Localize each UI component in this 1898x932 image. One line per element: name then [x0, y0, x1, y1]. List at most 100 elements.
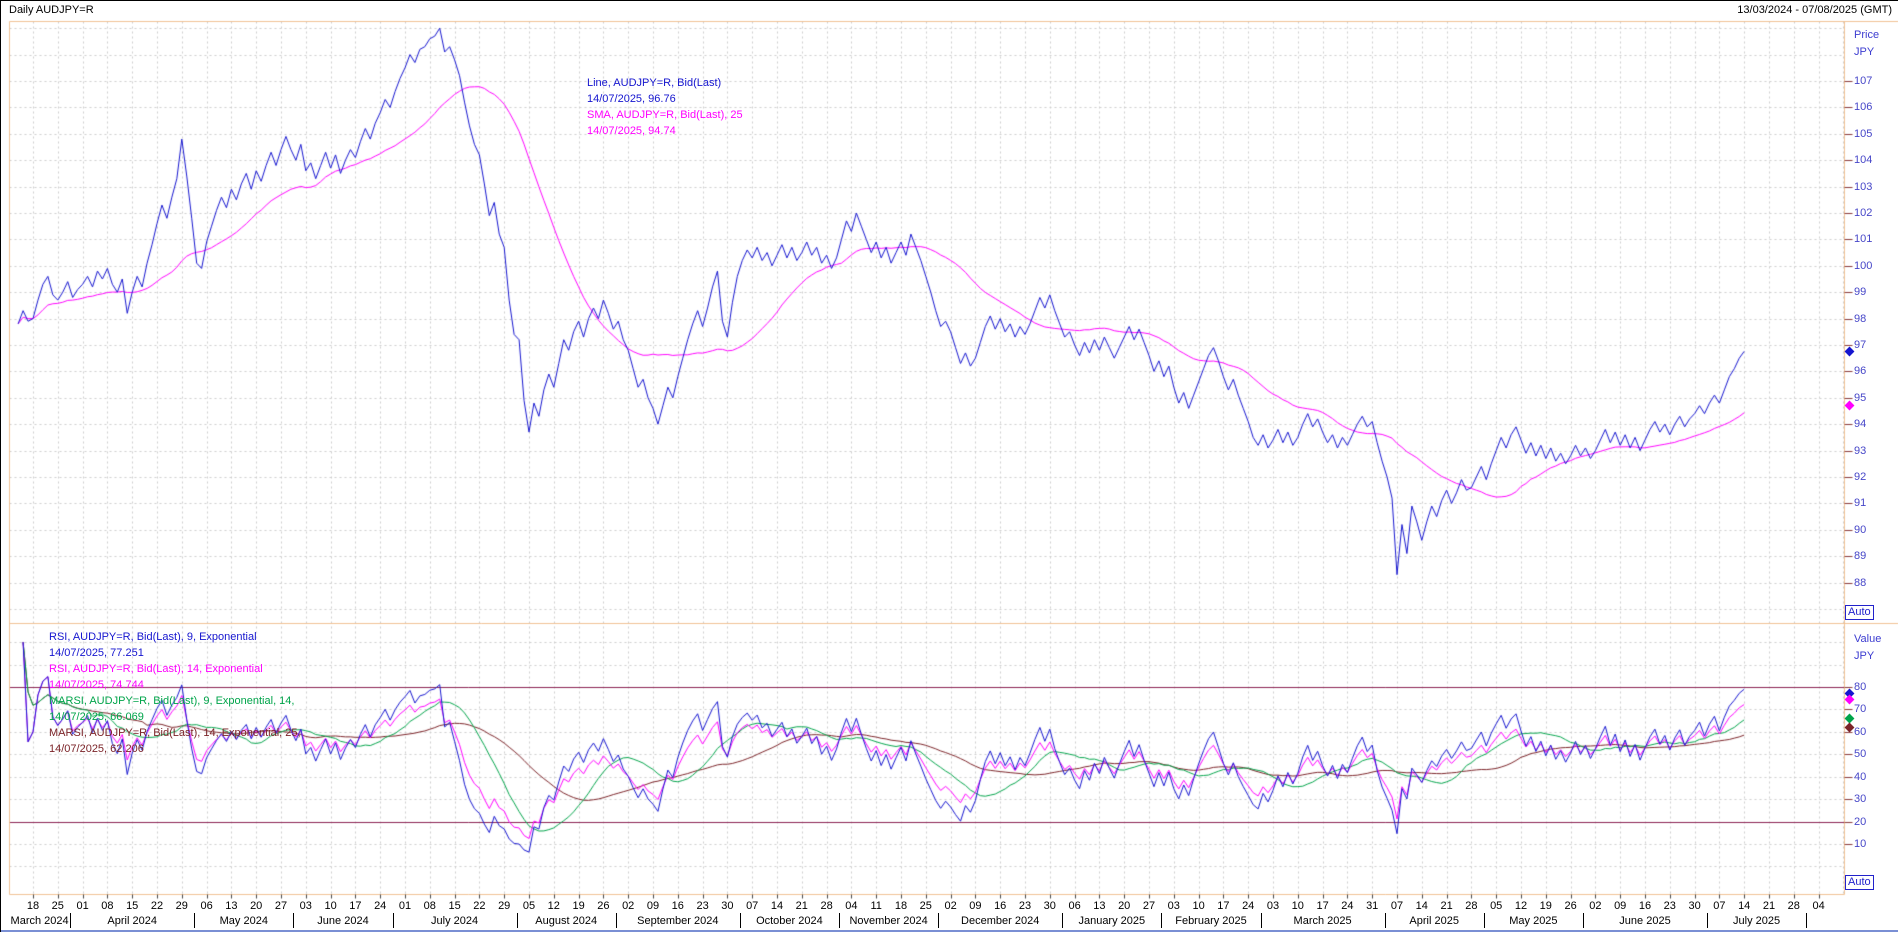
x-axis-month-separator [194, 913, 195, 928]
x-axis-day-label: 28 [1787, 900, 1800, 912]
x-axis-month-label: March 2025 [1293, 915, 1352, 927]
x-axis-month-separator [1583, 913, 1584, 928]
x-axis-day-label: 08 [101, 900, 114, 912]
rsi-legend-line: MARSI, AUDJPY=R, Bid(Last), 14, Exponent… [49, 727, 301, 739]
rsi-legend-line: 14/07/2025, 62.206 [49, 743, 144, 755]
x-axis-day-label: 21 [1762, 900, 1776, 912]
x-axis-day-label: 24 [1341, 900, 1354, 912]
x-axis-day-label: 06 [1068, 900, 1081, 912]
x-axis-day-label: 29 [175, 900, 188, 912]
value-axis-tick-label: 80 [1854, 681, 1867, 693]
x-axis-month-label: June 2024 [317, 915, 369, 927]
x-axis-month-label: February 2025 [1175, 915, 1247, 927]
x-axis-day-label: 13 [1093, 900, 1106, 912]
rsi-legend-line: MARSI, AUDJPY=R, Bid(Last), 9, Exponenti… [49, 695, 295, 707]
x-axis-day-label: 11 [870, 900, 882, 912]
x-axis-day-label: 05 [522, 900, 536, 912]
x-axis-day-label: 04 [1812, 900, 1825, 912]
price-legend-line: 14/07/2025, 94.74 [587, 125, 676, 137]
x-axis-month-label: April 2025 [1409, 915, 1459, 927]
x-axis-month-label: July 2024 [431, 915, 479, 927]
price-legend-line: 14/07/2025, 96.76 [587, 93, 676, 105]
x-axis-day-label: 30 [1688, 900, 1701, 912]
x-axis-day-label: 07 [1390, 900, 1404, 912]
x-axis-day-label: 19 [1539, 900, 1552, 912]
price-axis-tick-label: 103 [1854, 180, 1873, 193]
price-axis-tick-label: 92 [1854, 471, 1867, 483]
price-axis-tick-label: 93 [1854, 444, 1867, 457]
x-axis-month-separator [70, 913, 71, 928]
x-axis-day-label: 05 [1490, 900, 1503, 912]
price-axis-tick-label: 88 [1854, 576, 1867, 589]
x-axis-day-label: 23 [1018, 900, 1032, 912]
x-axis-day-label: 07 [746, 900, 759, 912]
x-axis-day-label: 27 [1142, 900, 1156, 912]
x-axis-month-label: August 2024 [535, 915, 598, 927]
x-axis-day-label: 25 [919, 900, 932, 912]
x-axis-month-label: March 2024 [10, 915, 69, 927]
price-axis-tick-label: 101 [1854, 233, 1873, 246]
x-axis-day-label: 02 [622, 900, 635, 912]
price-axis-header-line1: Price [1854, 29, 1880, 41]
x-axis-day-label: 10 [1291, 900, 1304, 912]
x-axis-month-separator [393, 913, 394, 928]
value-axis-tick-label: 50 [1854, 748, 1867, 761]
price-axis-auto-button[interactable]: Auto [1845, 605, 1874, 620]
value-axis-auto-button[interactable]: Auto [1845, 875, 1874, 890]
price-axis-tick-label: 100 [1854, 259, 1873, 272]
x-axis-day-label: 12 [1514, 900, 1528, 912]
x-axis-day-label: 10 [324, 900, 337, 912]
rsi-legend-line: RSI, AUDJPY=R, Bid(Last), 14, Exponentia… [49, 663, 263, 675]
x-axis-month-separator [938, 913, 939, 928]
x-axis-day-label: 24 [1242, 900, 1255, 912]
x-axis-day-label: 22 [473, 900, 486, 912]
price-axis-tick-label: 99 [1854, 286, 1867, 299]
x-axis-day-label: 27 [274, 900, 288, 912]
x-axis-day-label: 03 [299, 900, 312, 912]
x-axis-month-label: September 2024 [637, 915, 719, 927]
x-axis-day-label: 14 [1738, 900, 1751, 912]
rsi-legend-line: 14/07/2025, 66.069 [49, 711, 144, 723]
x-axis-day-label: 17 [1217, 900, 1230, 912]
x-axis-day-label: 09 [969, 900, 982, 912]
x-axis-day-label: 30 [1043, 900, 1056, 912]
x-axis-day-label: 26 [1564, 900, 1577, 912]
x-axis-day-label: 15 [126, 900, 139, 912]
x-axis-month-separator [1385, 913, 1386, 928]
x-axis-day-label: 09 [1614, 900, 1627, 912]
price-axis-tick-label: 98 [1854, 312, 1867, 325]
price-axis-tick-label: 105 [1854, 127, 1873, 140]
x-axis-day-label: 07 [1713, 900, 1726, 912]
x-axis-day-label: 25 [51, 900, 64, 912]
x-axis-day-label: 24 [374, 900, 387, 912]
x-axis-day-label: 02 [1589, 900, 1602, 912]
price-axis-tick-label: 95 [1854, 391, 1867, 404]
value-axis-header-line2: JPY [1854, 650, 1875, 662]
x-axis-month-label: May 2024 [219, 915, 268, 927]
x-axis-day-label: 09 [646, 900, 660, 912]
x-axis-day-label: 16 [994, 900, 1007, 912]
x-axis-day-label: 30 [721, 900, 734, 912]
x-axis-day-label: 01 [76, 900, 89, 912]
value-axis-tick-label: 40 [1854, 770, 1867, 783]
x-axis-day-label: 18 [894, 900, 908, 912]
price-axis-tick-label: 104 [1854, 154, 1873, 167]
x-axis-day-label: 26 [597, 900, 610, 912]
x-axis-day-label: 12 [547, 900, 560, 912]
x-axis-month-label: July 2025 [1733, 915, 1781, 927]
value-axis-header: Value JPY [1854, 631, 1881, 665]
x-axis-month-separator [293, 913, 294, 928]
price-axis-tick-label: 90 [1854, 523, 1867, 536]
price-legend-line: SMA, AUDJPY=R, Bid(Last), 25 [587, 109, 743, 121]
x-axis-month-label: October 2024 [756, 915, 823, 927]
price-axis-tick-label: 96 [1854, 365, 1867, 378]
x-axis-day-label: 03 [1167, 900, 1180, 912]
x-axis-day-label: 14 [770, 900, 784, 912]
x-axis-month-label: May 2025 [1509, 915, 1558, 927]
x-axis-day-label: 18 [26, 900, 40, 912]
x-axis-day-label: 20 [250, 900, 263, 912]
x-axis-month-separator [517, 913, 518, 928]
x-axis-day-label: 28 [820, 900, 833, 912]
